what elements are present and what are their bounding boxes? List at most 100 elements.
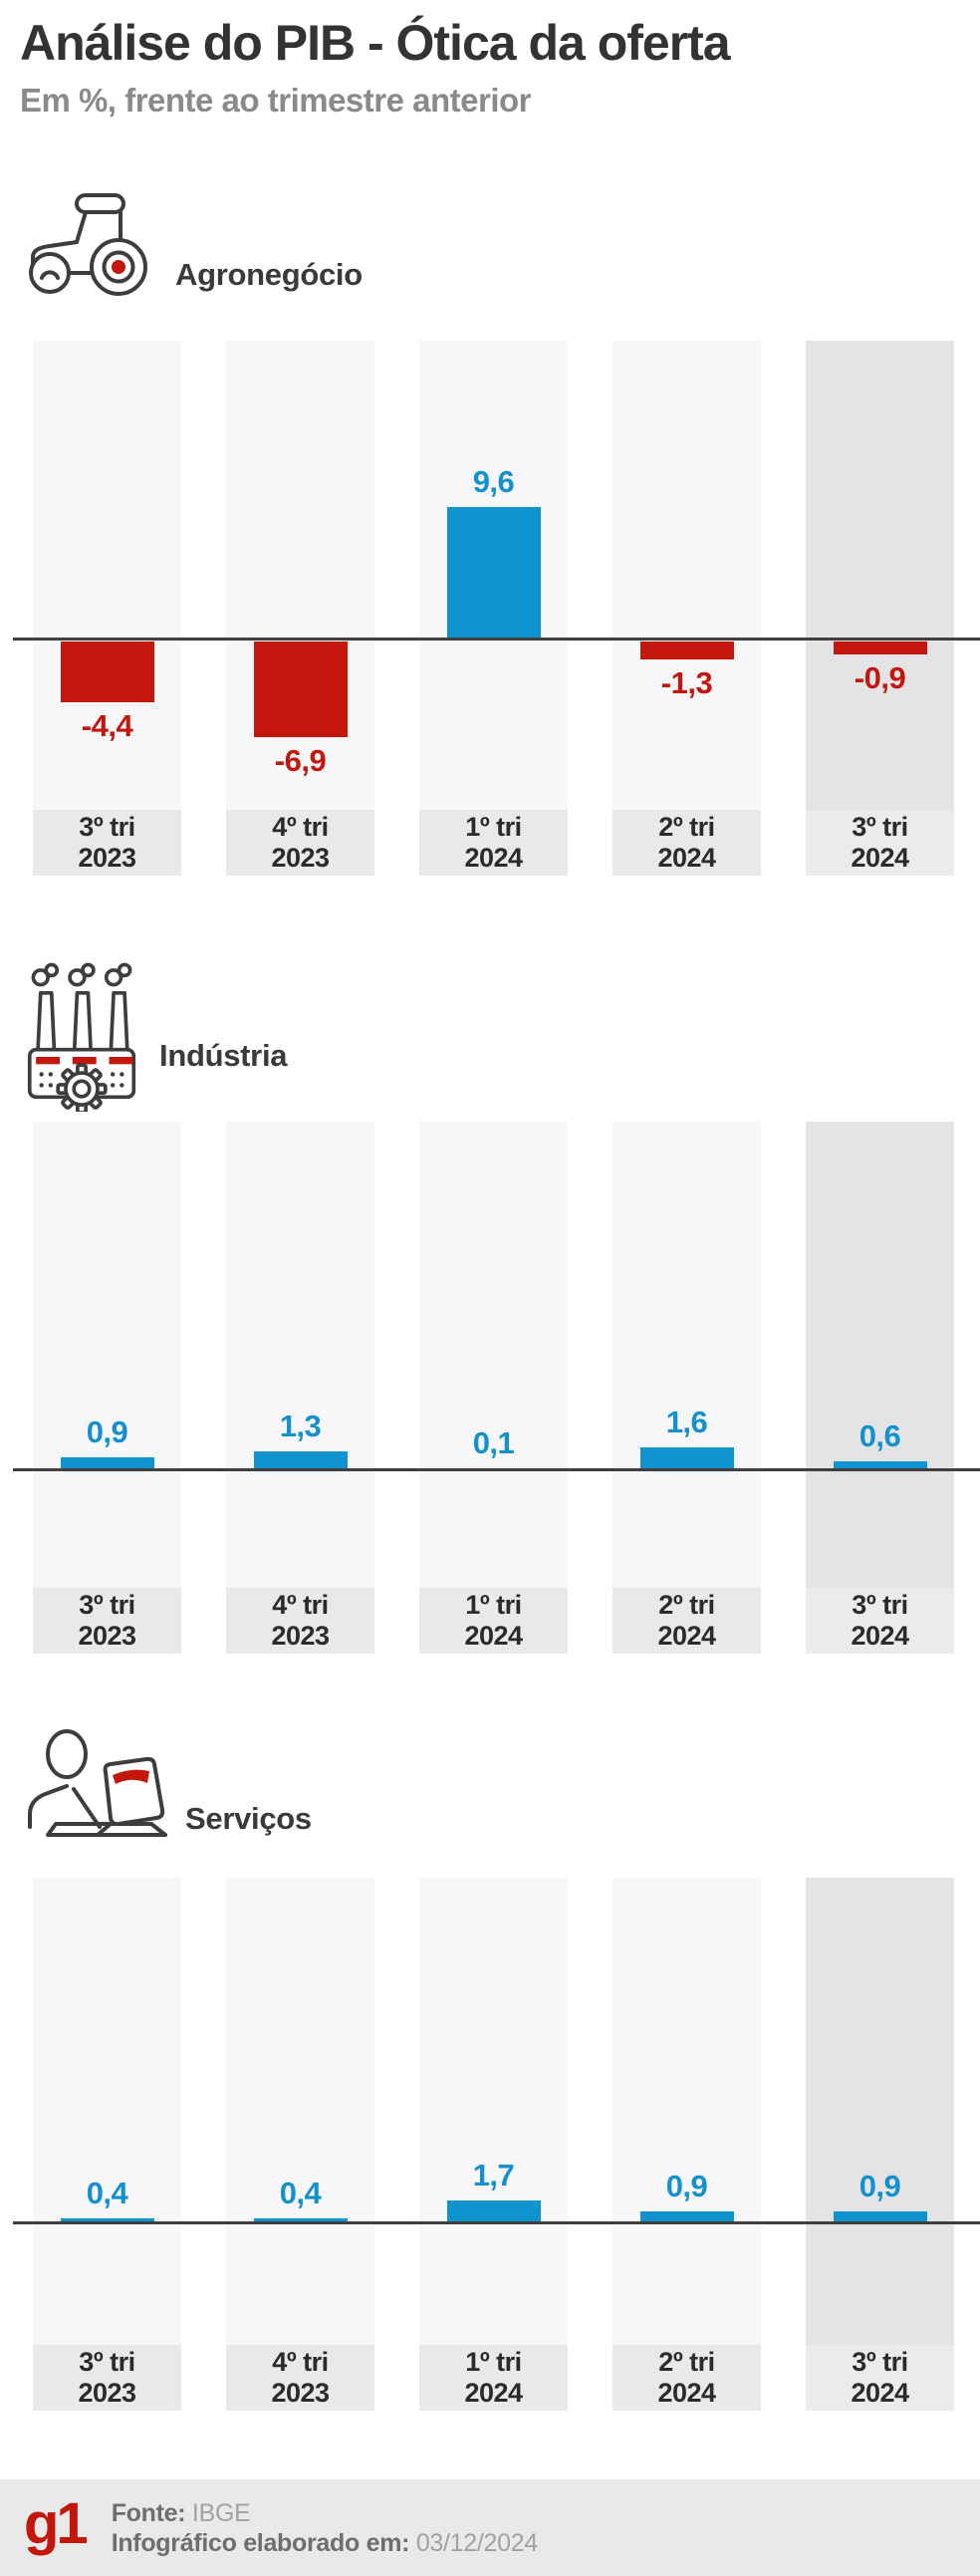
column-background: 2º tri 2024 [612, 341, 761, 876]
section-header-industria: Indústria [20, 958, 288, 1112]
x-axis-label-year: 2024 [851, 1621, 909, 1651]
x-axis-label-year: 2023 [271, 843, 330, 873]
x-axis-label-quarter: 3º tri [79, 2347, 135, 2377]
x-axis-label: 2º tri 2024 [612, 810, 761, 876]
bar [447, 507, 541, 640]
column-background: 3º tri 2024 [806, 1878, 954, 2411]
x-axis-label: 3º tri 2024 [806, 810, 954, 876]
zero-axis-line [13, 1468, 980, 1471]
x-axis-label: 4º tri 2023 [226, 1588, 374, 1654]
x-axis-label: 2º tri 2024 [612, 1588, 761, 1654]
bar [447, 2200, 541, 2223]
value-label: 1,3 [279, 1409, 322, 1443]
column-background: 1º tri 2024 [419, 1878, 568, 2411]
x-axis-label-year: 2024 [851, 2378, 909, 2408]
page-title: Análise do PIB - Ótica da oferta [20, 15, 731, 71]
x-axis-label-quarter: 1º tri [465, 1590, 522, 1620]
factory-icon [27, 962, 136, 1112]
x-axis-label-year: 2023 [78, 1621, 136, 1651]
x-axis-label-quarter: 4º tri [272, 1590, 329, 1620]
value-label: -0,9 [854, 660, 906, 695]
x-axis-label-quarter: 3º tri [852, 2347, 908, 2377]
x-axis-label-quarter: 4º tri [272, 2347, 329, 2377]
tractor-icon [29, 193, 147, 296]
value-label: -6,9 [274, 743, 327, 778]
chart-agronegocio: 3º tri 2023 -4,4 4º tri 2023 -6,9 1º tri 2024 9,… [0, 341, 980, 876]
bar [640, 1447, 734, 1470]
x-axis-label-year: 2023 [78, 2378, 136, 2408]
bar [61, 1457, 154, 1470]
x-axis-label-quarter: 3º tri [79, 1590, 135, 1620]
bar [834, 1461, 927, 1470]
column-background: 4º tri 2023 [226, 341, 374, 876]
x-axis-label: 1º tri 2024 [419, 2345, 568, 2411]
source-label: Fonte: [111, 2498, 186, 2527]
zero-axis-line [13, 2221, 980, 2224]
x-axis-label: 3º tri 2024 [806, 1588, 954, 1654]
section-header-servicos: Serviços [20, 1727, 312, 1839]
value-label: 0,6 [858, 1418, 901, 1453]
x-axis-label-year: 2023 [78, 843, 136, 873]
value-label: 0,9 [858, 2169, 901, 2203]
bar [254, 1451, 348, 1470]
bar [61, 2218, 154, 2223]
bar [640, 642, 734, 659]
value-label: 0,4 [86, 2176, 128, 2210]
value-label: 1,6 [665, 1405, 708, 1439]
footer-credits: Fonte: IBGE Infográfico elaborado em: 03… [111, 2498, 539, 2558]
x-axis-label: 1º tri 2024 [419, 1588, 568, 1654]
x-axis-label-year: 2024 [851, 843, 909, 873]
section-label: Agronegócio [175, 257, 363, 292]
x-axis-label-quarter: 2º tri [658, 1590, 715, 1620]
bar [834, 2211, 927, 2223]
value-label: 0,1 [472, 1425, 515, 1460]
bar [834, 642, 927, 654]
bar [254, 2218, 348, 2223]
bar [640, 2211, 734, 2223]
column-background: 2º tri 2024 [612, 1878, 761, 2411]
x-axis-label-quarter: 2º tri [658, 812, 715, 842]
bar [254, 642, 348, 737]
value-label: 0,9 [86, 1415, 128, 1449]
x-axis-label-year: 2024 [657, 843, 716, 873]
column-background: 3º tri 2023 [33, 341, 181, 876]
value-label: 0,9 [665, 2169, 708, 2203]
x-axis-label-quarter: 3º tri [79, 812, 135, 842]
section-label: Indústria [159, 1038, 288, 1073]
column-background: 3º tri 2024 [806, 1122, 954, 1654]
x-axis-label: 4º tri 2023 [226, 810, 374, 876]
x-axis-label-quarter: 2º tri [658, 2347, 715, 2377]
value-label: 0,4 [279, 2176, 322, 2210]
column-background: 3º tri 2023 [33, 1122, 181, 1654]
footer-elaborated-line: Infográfico elaborado em: 03/12/2024 [111, 2528, 539, 2558]
column-background: 2º tri 2024 [612, 1122, 761, 1654]
column-background: 1º tri 2024 [419, 1122, 568, 1654]
value-label: 9,6 [472, 464, 515, 499]
page-subtitle: Em %, frente ao trimestre anterior [20, 82, 532, 119]
elaborated-label: Infográfico elaborado em: [111, 2528, 410, 2557]
x-axis-label-year: 2024 [464, 2378, 523, 2408]
x-axis-label-quarter: 1º tri [465, 812, 522, 842]
chart-industria: 3º tri 2023 0,9 4º tri 2023 1,3 1º tri 2024 0,1 2… [0, 1122, 980, 1654]
value-label: 1,7 [472, 2158, 515, 2192]
footer: g1 Fonte: IBGE Infográfico elaborado em:… [0, 2479, 980, 2576]
x-axis-label-quarter: 1º tri [465, 2347, 522, 2377]
x-axis-label-year: 2024 [464, 843, 523, 873]
chart-servicos: 3º tri 2023 0,4 4º tri 2023 0,4 1º tri 2024 1,7 2… [0, 1878, 980, 2411]
x-axis-label: 3º tri 2024 [806, 2345, 954, 2411]
x-axis-label: 2º tri 2024 [612, 2345, 761, 2411]
x-axis-label-year: 2024 [657, 2378, 716, 2408]
zero-axis-line [13, 638, 980, 641]
section-header-agronegocio: Agronegócio [20, 185, 363, 297]
column-background: 3º tri 2023 [33, 1878, 181, 2411]
column-background: 4º tri 2023 [226, 1122, 374, 1654]
x-axis-label-year: 2023 [271, 2378, 330, 2408]
section-label: Serviços [185, 1801, 312, 1836]
x-axis-label-year: 2023 [271, 1621, 330, 1651]
x-axis-label-quarter: 3º tri [852, 1590, 908, 1620]
value-label: -4,4 [81, 708, 133, 743]
x-axis-label-quarter: 3º tri [852, 812, 908, 842]
person-laptop-icon [28, 1729, 167, 1837]
x-axis-label-quarter: 4º tri [272, 812, 329, 842]
